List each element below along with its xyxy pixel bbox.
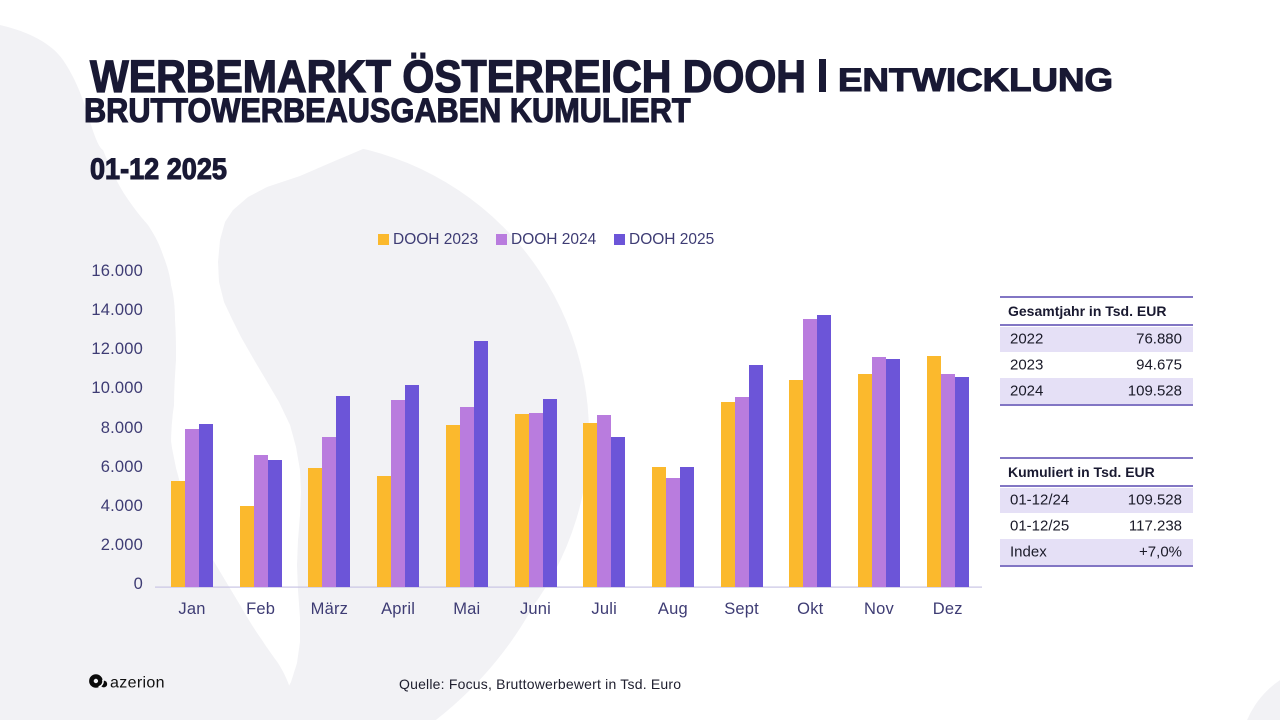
svg-text:azerion: azerion	[110, 675, 165, 692]
